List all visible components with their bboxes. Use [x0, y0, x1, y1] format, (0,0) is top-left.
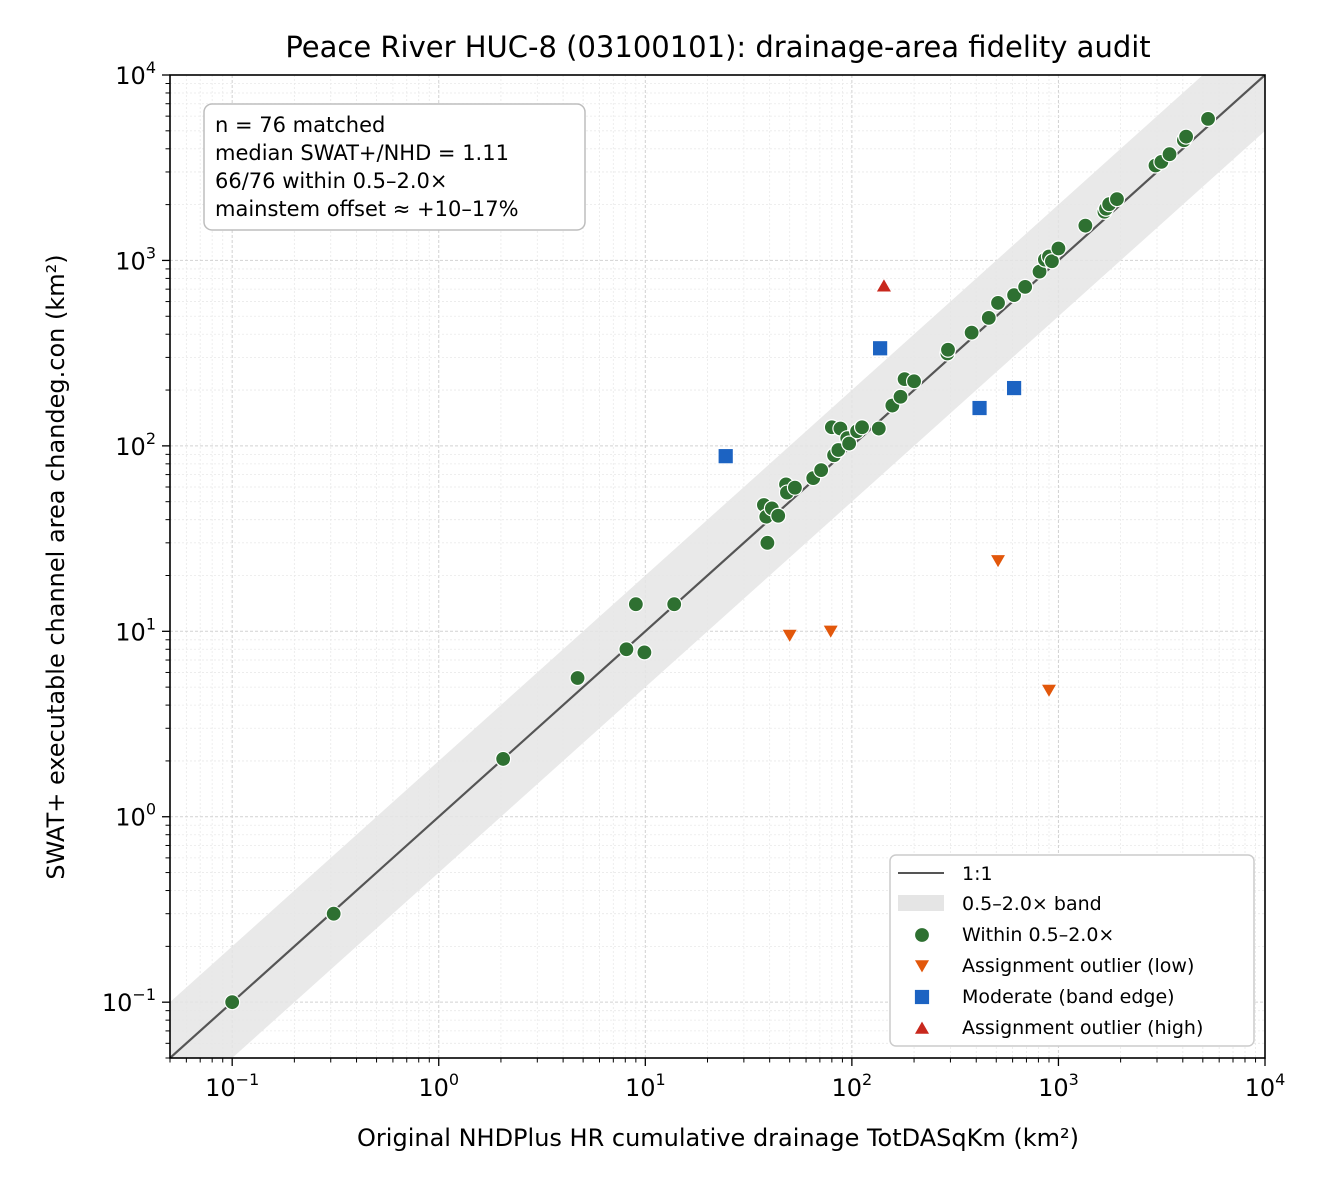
point-outlier-high [875, 278, 892, 293]
point-within [989, 294, 1007, 312]
y-tick-label: 103 [115, 243, 156, 275]
point-within [224, 994, 241, 1011]
legend: 1:1 0.5–2.0× band Within 0.5–2.0× Assign… [889, 854, 1255, 1047]
legend-label-within: Within 0.5–2.0× [962, 924, 1114, 946]
point-within [1017, 278, 1034, 295]
points-layer [224, 110, 1217, 1011]
legend-label-outlier-high: Assignment outlier (high) [962, 1017, 1203, 1039]
point-within [1178, 128, 1195, 145]
point-within [759, 534, 776, 551]
y-tick-label: 102 [115, 429, 156, 461]
point-within [1108, 191, 1126, 208]
chart-title: Peace River HUC-8 (03100101): drainage-a… [285, 30, 1150, 64]
plot-frame [169, 74, 1266, 1059]
point-moderate [717, 448, 734, 465]
point-within [963, 324, 980, 341]
y-tick-label: 104 [115, 58, 156, 90]
reference-1to1-line [170, 75, 1265, 1058]
point-within [618, 641, 635, 658]
y-tick-label: 101 [115, 614, 156, 646]
point-within [1005, 287, 1023, 304]
point-within [786, 479, 804, 496]
reference-layer [170, 75, 1265, 1058]
y-tick-label: 10−1 [102, 985, 156, 1017]
annotation-box: n = 76 matched median SWAT+/NHD = 1.11 6… [203, 103, 586, 231]
point-within [627, 596, 644, 613]
legend-marker-outlier-high [913, 1020, 931, 1035]
point-moderate [971, 400, 988, 416]
x-axis-label: Original NHDPlus HR cumulative drainage … [357, 1124, 1079, 1152]
point-within [939, 341, 957, 358]
point-within [770, 507, 787, 524]
axis-ticks: 10−1 100 101 102 103 104 10−1 100 101 102 103 104 [102, 58, 1286, 1102]
point-within [813, 462, 830, 479]
point-moderate [872, 340, 889, 357]
point-within [905, 373, 923, 390]
x-tick-label: 10−1 [205, 1070, 259, 1102]
x-tick-label: 100 [418, 1070, 459, 1102]
point-within [853, 419, 871, 436]
point-within [841, 435, 858, 452]
legend-swatch-band [898, 895, 944, 911]
point-within [1077, 217, 1094, 234]
point-within [892, 388, 909, 405]
point-within [870, 420, 887, 437]
point-within [636, 644, 653, 661]
legend-marker-outlier-low [913, 959, 931, 974]
point-outlier-low [990, 554, 1007, 569]
point-moderate [1006, 380, 1022, 396]
x-tick-label: 102 [832, 1070, 873, 1102]
x-tick-label: 104 [1245, 1070, 1286, 1102]
point-within [1199, 110, 1217, 127]
legend-marker-moderate [914, 989, 930, 1005]
point-within [980, 309, 997, 326]
point-within [569, 669, 586, 687]
point-within [495, 750, 512, 768]
y-axis-label: SWAT+ executable channel area chandeg.co… [42, 254, 70, 879]
point-outlier-low [822, 625, 839, 639]
annotation-line-median: median SWAT+/NHD = 1.11 [215, 141, 509, 165]
point-within [1043, 253, 1061, 270]
point-outlier-low [1040, 684, 1058, 699]
legend-label-moderate: Moderate (band edge) [962, 986, 1175, 1008]
legend-label-outlier-low: Assignment outlier (low) [962, 955, 1194, 977]
point-within [325, 905, 342, 922]
legend-marker-within [913, 926, 931, 944]
legend-label-1to1: 1:1 [962, 863, 993, 885]
legend-label-band: 0.5–2.0× band [962, 893, 1102, 915]
annotation-line-within: 66/76 within 0.5–2.0× [215, 169, 447, 193]
point-within [1050, 240, 1067, 257]
annotation-line-offset: mainstem offset ≈ +10–17% [215, 197, 519, 221]
x-tick-label: 103 [1038, 1070, 1079, 1102]
point-outlier-low [781, 629, 798, 644]
point-within [1161, 146, 1178, 163]
annotation-line-n: n = 76 matched [215, 113, 385, 137]
x-tick-label: 101 [625, 1070, 666, 1102]
y-tick-label: 100 [115, 800, 156, 832]
point-within [666, 596, 683, 613]
